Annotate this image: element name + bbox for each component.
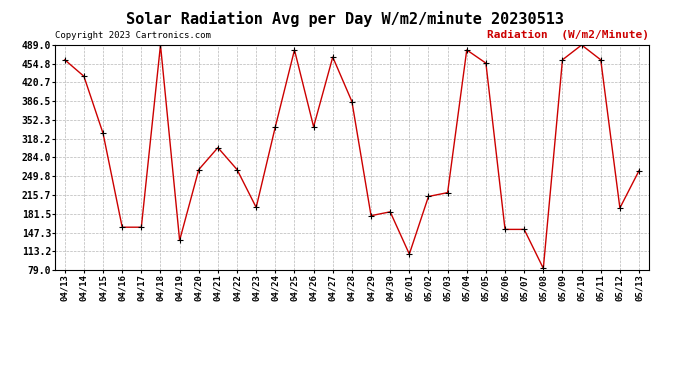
Text: Radiation  (W/m2/Minute): Radiation (W/m2/Minute) — [486, 30, 649, 40]
Text: Copyright 2023 Cartronics.com: Copyright 2023 Cartronics.com — [55, 32, 211, 40]
Text: Solar Radiation Avg per Day W/m2/minute 20230513: Solar Radiation Avg per Day W/m2/minute … — [126, 11, 564, 27]
